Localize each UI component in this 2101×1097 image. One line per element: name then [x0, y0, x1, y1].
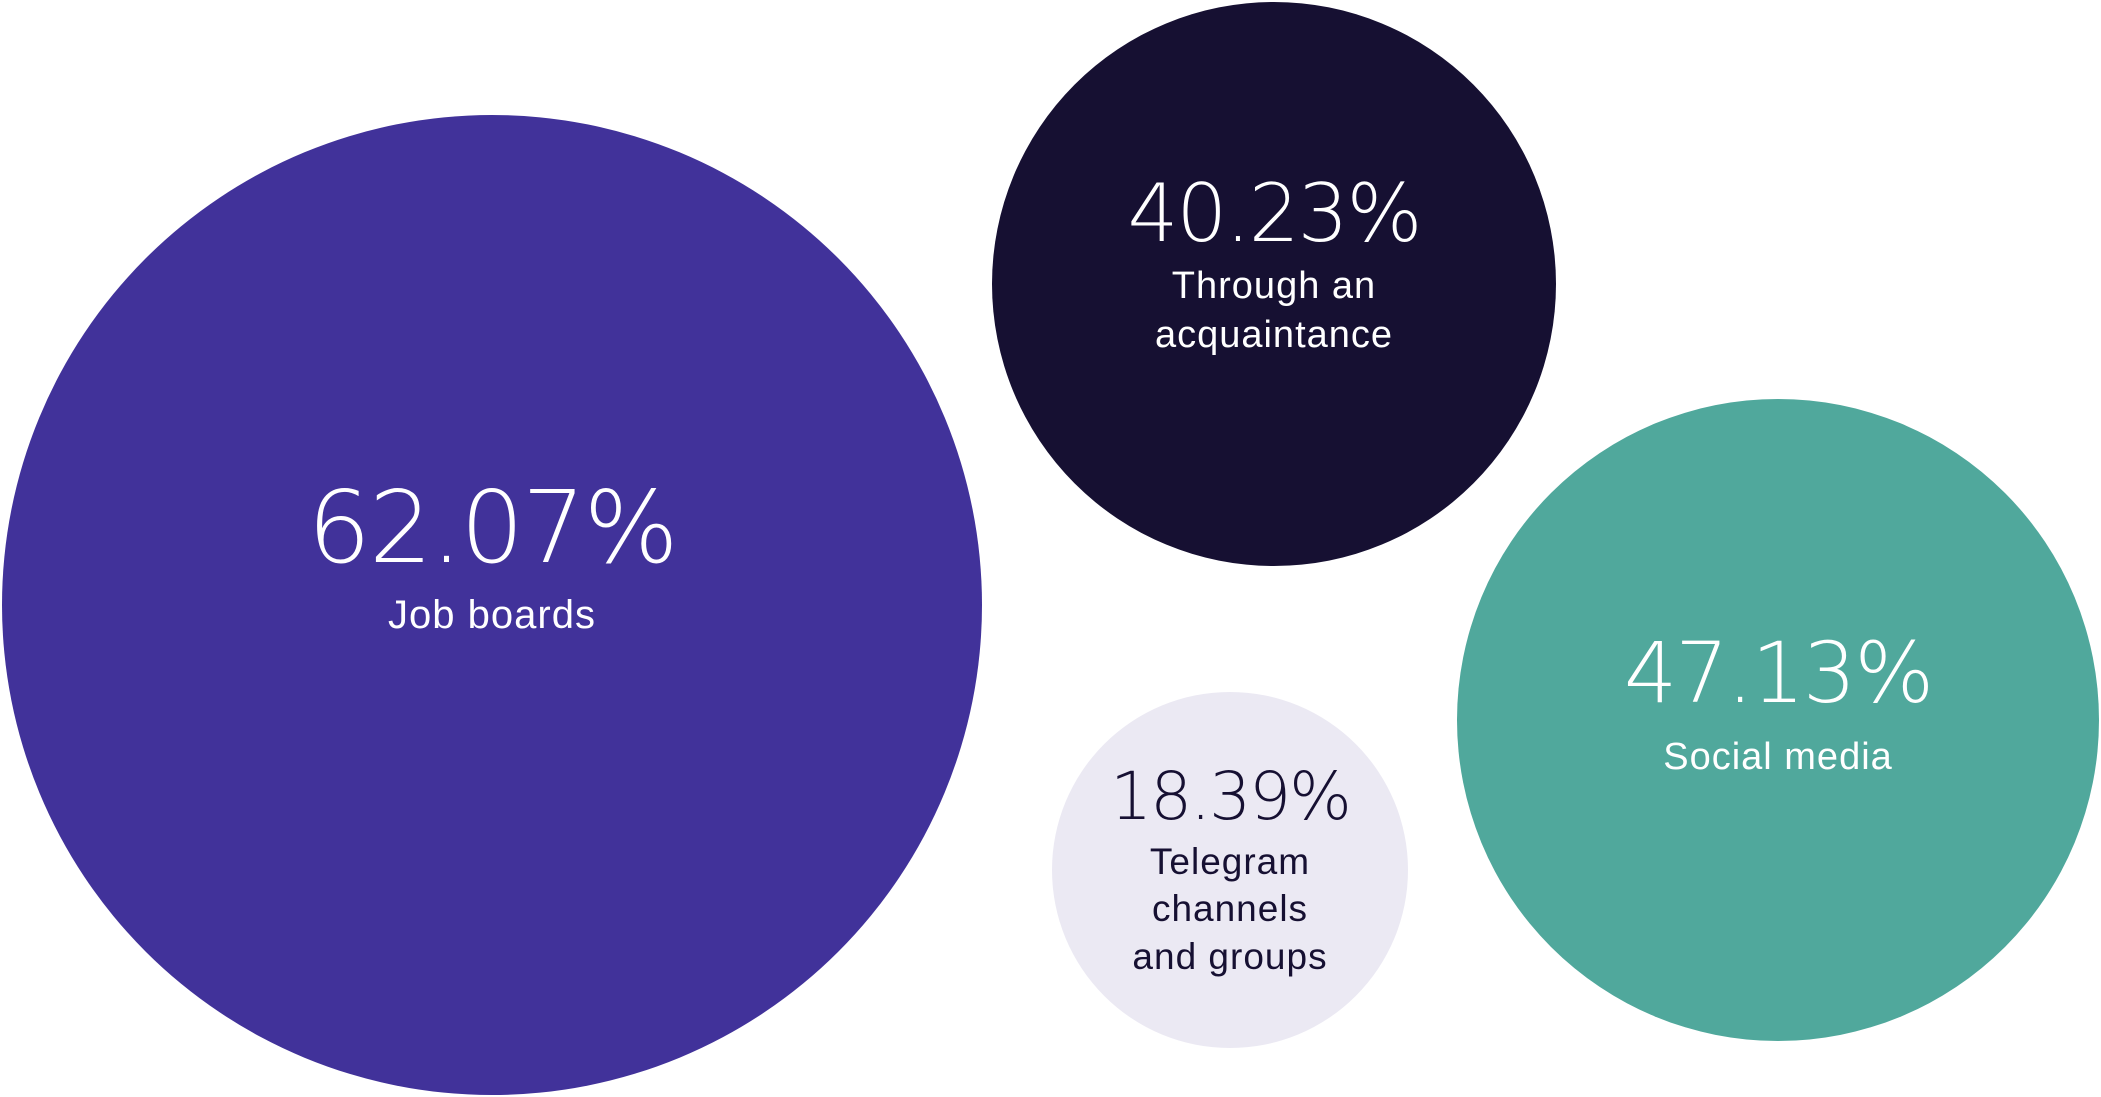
bubble-label-line: Social media — [1663, 735, 1893, 778]
bubble-label-line: Through an — [1171, 265, 1377, 308]
bubble-social-media: 47.13% Social media — [1457, 399, 2099, 1041]
bubble-label: Social media — [1663, 733, 1893, 782]
bubble-label-line: and groups — [1132, 935, 1328, 977]
bubble-label: Job boards — [388, 590, 596, 641]
bubble-through-an-acquaintance: 40.23% Through an acquaintance — [992, 2, 1556, 566]
bubble-job-boards: 62.07% Job boards — [2, 115, 982, 1095]
bubble-label-line: Job boards — [388, 593, 596, 638]
bubble-value: 47.13% — [1623, 623, 1934, 722]
bubble-label: Through an acquaintance — [1155, 262, 1393, 359]
bubble-label-line: channels — [1151, 888, 1309, 930]
bubble-label: Telegram channels and groups — [1132, 838, 1327, 980]
bubble-telegram-channels-and-groups: 18.39% Telegram channels and groups — [1052, 692, 1408, 1048]
bubble-label-line: Telegram — [1149, 840, 1311, 882]
bubble-value: 62.07% — [307, 469, 678, 587]
bubble-value: 40.23% — [1127, 167, 1422, 261]
bubble-label-line: acquaintance — [1154, 314, 1394, 356]
bubble-value: 18.39% — [1110, 757, 1352, 835]
